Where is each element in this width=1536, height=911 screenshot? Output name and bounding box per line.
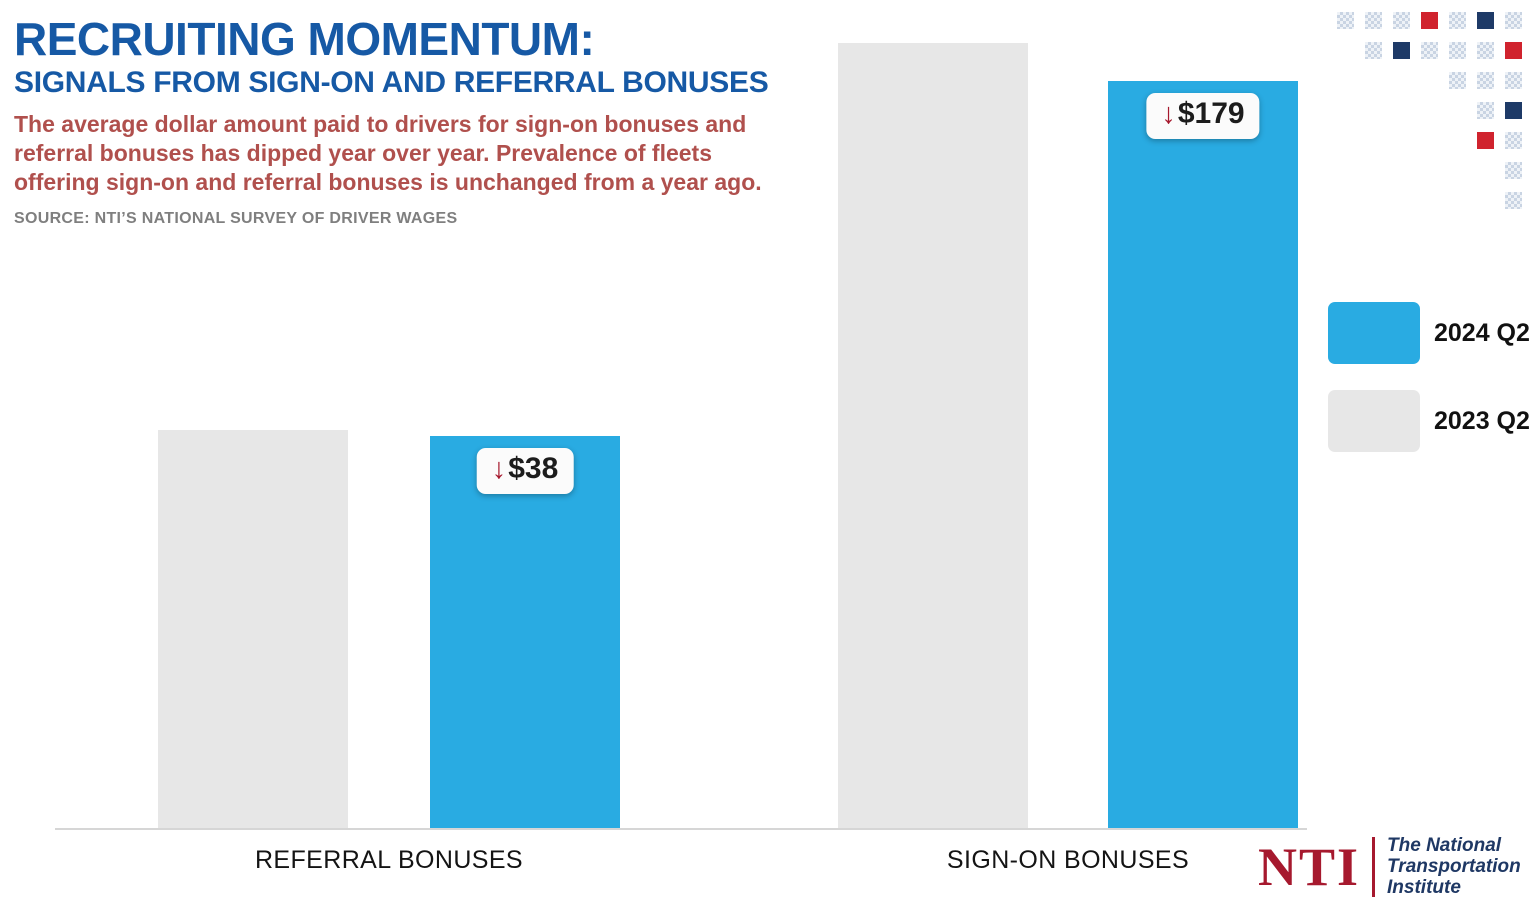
legend-item-2024q2: 2024 Q2 (1328, 302, 1530, 364)
decor-square-red (1505, 42, 1522, 59)
nti-logo-name-line2: Transportation (1387, 855, 1521, 877)
nti-logo-name: The National Transportation Institute (1387, 835, 1521, 899)
decor-square-navy (1393, 42, 1410, 59)
decor-square-navy (1505, 102, 1522, 119)
legend-swatch-2023q2 (1328, 390, 1420, 452)
decor-squares (1337, 12, 1532, 237)
nti-logo-divider (1372, 837, 1376, 898)
nti-logo: NTI The National Transportation Institut… (1258, 835, 1521, 899)
decor-square-light (1365, 42, 1382, 59)
x-axis-baseline (55, 828, 1307, 830)
decor-square-light (1477, 102, 1494, 119)
nti-logo-name-line3: Institute (1387, 876, 1461, 898)
header: RECRUITING MOMENTUM: SIGNALS FROM SIGN-O… (14, 16, 824, 228)
legend-label-2024q2: 2024 Q2 (1434, 318, 1530, 347)
page-title: RECRUITING MOMENTUM: (14, 13, 595, 65)
decor-square-light (1449, 72, 1466, 89)
decor-square-light (1421, 42, 1438, 59)
decor-square-light (1337, 12, 1354, 29)
legend-item-2023q2: 2023 Q2 (1328, 390, 1530, 452)
category-label-signon: SIGN-ON BONUSES (946, 846, 1190, 874)
down-arrow-icon: ↓ (491, 452, 507, 485)
decor-square-light (1505, 12, 1522, 29)
bar-2023q2-referral (158, 430, 348, 829)
delta-badge-referral: ↓ $38 (476, 448, 574, 494)
delta-value-referral: $38 (508, 452, 559, 485)
legend-label-2023q2: 2023 Q2 (1434, 406, 1530, 435)
decor-square-light (1477, 42, 1494, 59)
bar-2024q2-referral: ↓ $38 (430, 436, 620, 829)
nti-logo-abbr: NTI (1258, 837, 1361, 898)
decor-square-navy (1477, 12, 1494, 29)
nti-logo-name-line1: The National (1387, 835, 1502, 856)
decor-square-red (1477, 132, 1494, 149)
decor-square-light (1365, 12, 1382, 29)
down-arrow-icon: ↓ (1161, 97, 1176, 130)
legend-swatch-2024q2 (1328, 302, 1420, 364)
page-subtitle: SIGNALS FROM SIGN-ON AND REFERRAL BONUSE… (14, 65, 769, 99)
decor-square-light (1505, 132, 1522, 149)
decor-square-light (1505, 162, 1522, 179)
description-text: The average dollar amount paid to driver… (14, 110, 762, 196)
decor-square-light (1449, 12, 1466, 29)
delta-badge-signon: ↓ $179 (1146, 93, 1260, 139)
decor-square-light (1477, 72, 1494, 89)
decor-square-light (1505, 72, 1522, 89)
source-text: SOURCE: NTI’S NATIONAL SURVEY OF DRIVER … (14, 209, 458, 227)
delta-value-signon: $179 (1177, 97, 1245, 130)
category-label-referral: REFERRAL BONUSES (254, 846, 524, 874)
decor-square-light (1505, 192, 1522, 209)
bar-2024q2-signon: ↓ $179 (1108, 81, 1298, 829)
bar-2023q2-signon (838, 43, 1028, 829)
decor-square-light (1449, 42, 1466, 59)
decor-square-red (1421, 12, 1438, 29)
decor-square-light (1393, 12, 1410, 29)
chart-legend: 2024 Q2 2023 Q2 (1328, 302, 1530, 478)
